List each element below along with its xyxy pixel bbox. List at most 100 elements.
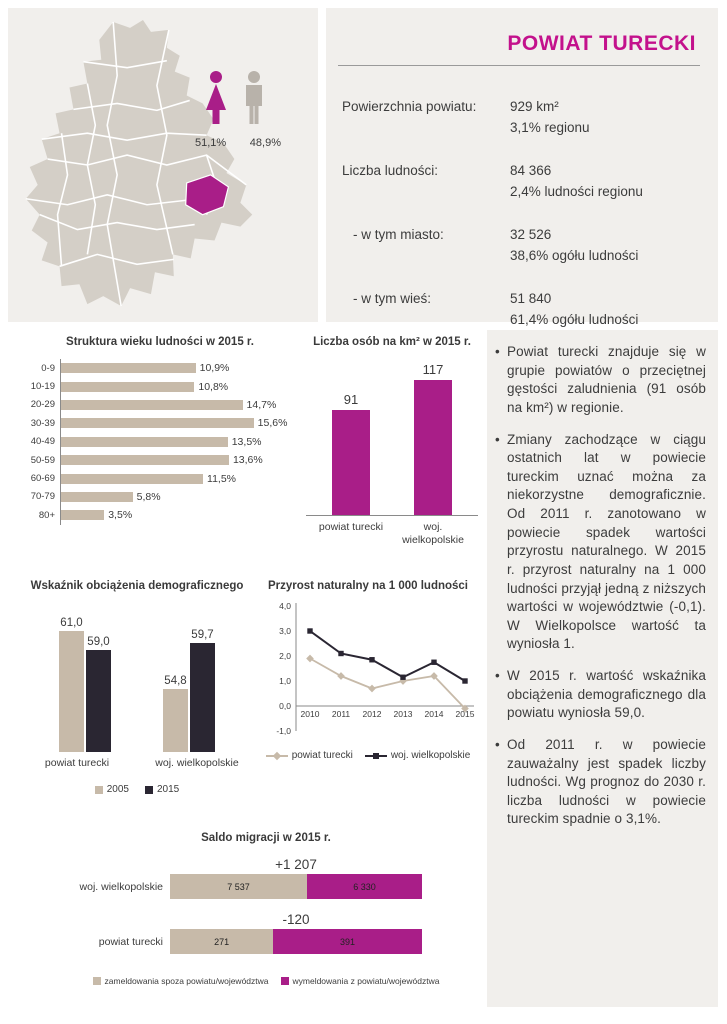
- migration-legend: zameldowania spoza powiatu/województwa w…: [70, 976, 462, 986]
- dependency-bar: [190, 643, 215, 752]
- age-value-label: 11,5%: [207, 472, 237, 485]
- migration-net-label: -120: [282, 912, 310, 927]
- stat-label: - w tym wieś:: [353, 291, 432, 306]
- dependency-bar: [59, 631, 84, 752]
- age-bar-track: 10,8%: [60, 377, 308, 396]
- migration-bar-line: powiat turecki 271 391: [70, 929, 462, 954]
- age-category-label: 40-49: [30, 436, 55, 448]
- note-text: Zmiany zachodzące w ciągu ostatnich lat …: [507, 431, 706, 652]
- y-tick-label: 3,0: [279, 626, 291, 636]
- dependency-bar: [163, 688, 188, 752]
- bullet-marker: •: [495, 344, 500, 359]
- wielkopolska-outline: [25, 19, 253, 307]
- dependency-category-label: powiat turecki: [44, 757, 110, 769]
- age-category-label: 50-59: [30, 454, 55, 466]
- y-tick-label: 0,0: [279, 701, 291, 711]
- age-bar: [61, 455, 229, 466]
- age-category-label: 30-39: [30, 417, 55, 429]
- age-structure-title: Struktura wieku ludności w 2015 r.: [66, 336, 254, 348]
- age-bar-row: 60-69 11,5%: [12, 469, 308, 488]
- y-tick-label: 4,0: [279, 601, 291, 611]
- age-category-label: 80+: [38, 509, 55, 521]
- note-bullet: • W 2015 r. wartość wskaźnika obciążenia…: [495, 667, 706, 723]
- migration-title: Saldo migracji w 2015 r.: [201, 832, 331, 844]
- age-bar-track: 11,5%: [60, 469, 308, 488]
- legend-item-wojewodztwo: woj. wielkopolskie: [364, 750, 471, 761]
- header-panel: POWIAT TURECKI Powierzchnia powiatu: 929…: [326, 8, 718, 327]
- natural-increase-chart: Przyrost naturalny na 1 000 ludności 4,0…: [256, 580, 480, 761]
- dependency-bar-2015: 59,7: [190, 629, 215, 752]
- dependency-title: Wskaźnik obciążenia demograficznego: [30, 580, 244, 592]
- density-bar: [414, 380, 452, 515]
- dependency-value-label: 54,8: [164, 674, 187, 687]
- migration-bar-line: woj. wielkopolskie 7 537 6 330: [70, 874, 462, 899]
- legend-item-2015: 2015: [145, 784, 179, 795]
- age-category-label: 0-9: [41, 362, 55, 374]
- migration-chart: Saldo migracji w 2015 r. +1 207 woj. wiel…: [70, 832, 462, 986]
- dependency-bar-2005: 54,8: [163, 675, 188, 752]
- square-marker: [307, 628, 313, 634]
- age-bar-row: 50-59 13,6%: [12, 450, 308, 470]
- stat-value: 929 km²: [510, 99, 559, 114]
- y-tick-label: 2,0: [279, 651, 291, 661]
- age-category-label: 70-79: [30, 491, 55, 503]
- natural-increase-title: Przyrost naturalny na 1 000 ludności: [267, 580, 469, 592]
- page-title: POWIAT TURECKI: [507, 32, 696, 55]
- legend-diamond: [272, 751, 281, 760]
- migration-row: -120 powiat turecki 271 391: [70, 912, 462, 954]
- legend-swatch-2005: [94, 785, 103, 794]
- age-value-label: 14,7%: [246, 398, 277, 411]
- legend-swatch-inflow: [92, 977, 101, 985]
- map-panel: 51,1% 48,9%: [8, 8, 318, 322]
- notes-panel: • Powiat turecki znajduje się w grupie p…: [487, 330, 718, 1007]
- age-bar-row: 80+ 3,5%: [12, 506, 308, 525]
- legend-label: woj. wielkopolskie: [390, 750, 471, 761]
- male-icon: [246, 71, 262, 124]
- dependency-categories: powiat turecki woj. wielkopolskie: [8, 757, 266, 769]
- wielkopolska-map: [25, 19, 253, 307]
- age-structure-bars: 0-9 10,9% 10-19 10,8% 20-29 14,7% 30-39 15,6% 40…: [12, 359, 308, 525]
- legend-label: powiat turecki: [291, 750, 353, 761]
- age-bar: [61, 363, 196, 374]
- legend-label: 2015: [157, 784, 180, 795]
- square-marker: [400, 674, 406, 680]
- square-marker: [462, 678, 468, 684]
- migration-inflow-segment: 271: [170, 929, 274, 954]
- age-bar: [61, 436, 228, 447]
- age-value-label: 3,5%: [108, 509, 133, 522]
- dependency-bar-2005: 61,0: [59, 617, 84, 752]
- bullet-marker: •: [495, 736, 500, 752]
- legend-item-powiat: powiat turecki: [265, 750, 353, 761]
- age-bar-row: 10-19 10,8%: [12, 377, 308, 396]
- age-bar: [61, 399, 243, 410]
- migration-rows: +1 207 woj. wielkopolskie 7 537 6 330 -120 po…: [70, 857, 462, 954]
- age-value-label: 5,8%: [136, 490, 161, 503]
- dependency-ratio-chart: Wskaźnik obciążenia demograficznego 61,0…: [8, 580, 266, 795]
- y-tick-label: 1,0: [279, 676, 291, 686]
- gender-icons: [206, 71, 262, 124]
- diamond-marker: [368, 684, 376, 693]
- age-category-label: 60-69: [30, 473, 55, 485]
- density-value-label: 117: [422, 362, 444, 377]
- age-bar: [61, 473, 204, 484]
- migration-bar-track: 271 391: [170, 929, 422, 954]
- stat-label: - w tym miasto:: [353, 227, 444, 242]
- legend-label: zameldowania spoza powiatu/województwa: [104, 976, 269, 986]
- dependency-bar-2015: 59,0: [86, 636, 111, 752]
- age-bar-row: 20-29 14,7%: [12, 395, 308, 415]
- density-bar: [332, 410, 370, 515]
- x-tick-label: 2014: [425, 709, 444, 719]
- legend-square: [372, 752, 379, 759]
- density-chart: Liczba osób na km² w 2015 r. 91 117 powia…: [306, 336, 478, 547]
- dependency-value-label: 61,0: [60, 617, 83, 630]
- female-share: 51,1%: [195, 137, 227, 149]
- density-bars: 91 117: [306, 358, 478, 516]
- legend-item-2005: 2005: [94, 784, 129, 795]
- gender-labels: 51,1% 48,9%: [194, 137, 282, 149]
- age-bar: [61, 418, 254, 429]
- age-bar: [61, 381, 195, 392]
- density-categories: powiat turecki woj. wielkopolskie: [306, 521, 478, 547]
- age-bar-row: 30-39 15,6%: [12, 414, 308, 433]
- diamond-marker: [306, 654, 314, 663]
- age-value-label: 10,9%: [199, 362, 230, 375]
